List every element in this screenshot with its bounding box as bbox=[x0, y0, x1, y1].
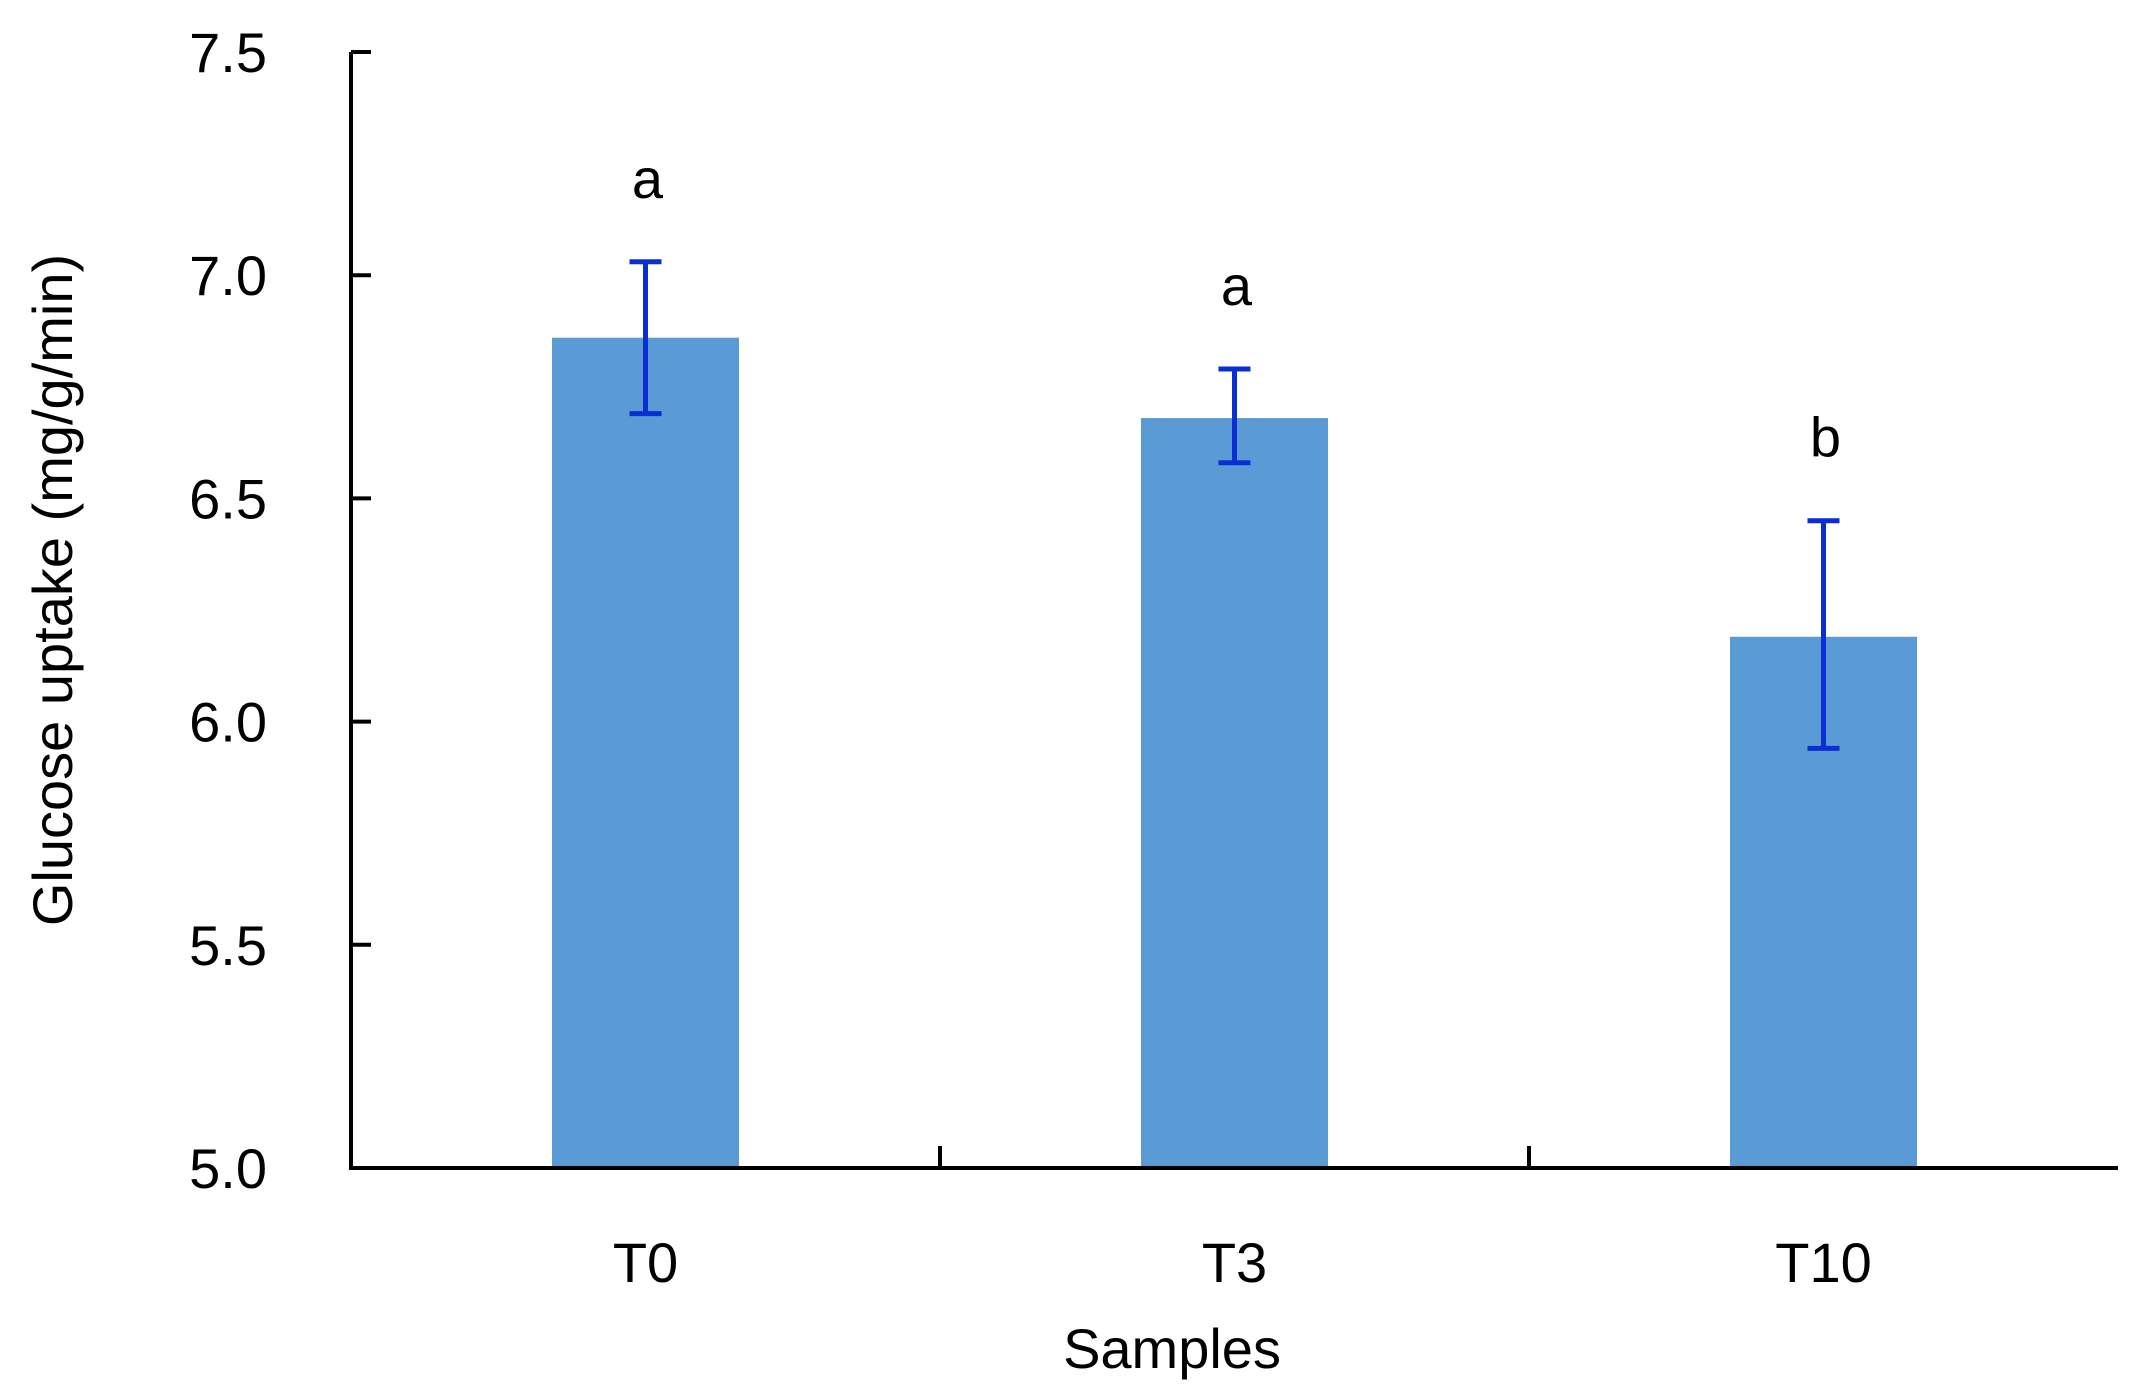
bar-t0 bbox=[552, 337, 739, 1168]
significance-label-t10: b bbox=[1810, 406, 1841, 469]
error-bar-t0 bbox=[629, 259, 662, 417]
x-tick-label-t0: T0 bbox=[613, 1231, 678, 1294]
y-axis-title: Glucose uptake (mg/g/min) bbox=[21, 254, 84, 926]
significance-label-t3: a bbox=[1221, 254, 1253, 317]
y-tick-label: 6.0 bbox=[189, 691, 267, 754]
y-ticks-layer: 5.0 5.5 6.0 6.5 7.0 7.5 bbox=[189, 21, 371, 1200]
x-tick-label-t3: T3 bbox=[1202, 1231, 1267, 1294]
bars-layer bbox=[552, 337, 1917, 1169]
error-bars-layer bbox=[629, 259, 1840, 751]
y-tick-label: 5.5 bbox=[189, 914, 267, 977]
significance-label-t0: a bbox=[632, 147, 664, 210]
axes-layer bbox=[349, 52, 2118, 1170]
y-tick-label: 7.0 bbox=[189, 244, 267, 307]
y-tick-label: 6.5 bbox=[189, 467, 267, 530]
x-ticks-layer bbox=[938, 1146, 1531, 1168]
y-tick-label: 5.0 bbox=[189, 1137, 267, 1200]
bar-t3 bbox=[1141, 418, 1328, 1169]
x-axis-title: Samples bbox=[1063, 1317, 1281, 1380]
y-tick-label: 7.5 bbox=[189, 21, 267, 84]
labels-layer: a T0 a T3 b T10 bbox=[613, 147, 1872, 1294]
error-bar-t10 bbox=[1807, 518, 1840, 751]
x-tick-label-t10: T10 bbox=[1775, 1231, 1872, 1294]
error-bar-t3 bbox=[1218, 366, 1251, 466]
